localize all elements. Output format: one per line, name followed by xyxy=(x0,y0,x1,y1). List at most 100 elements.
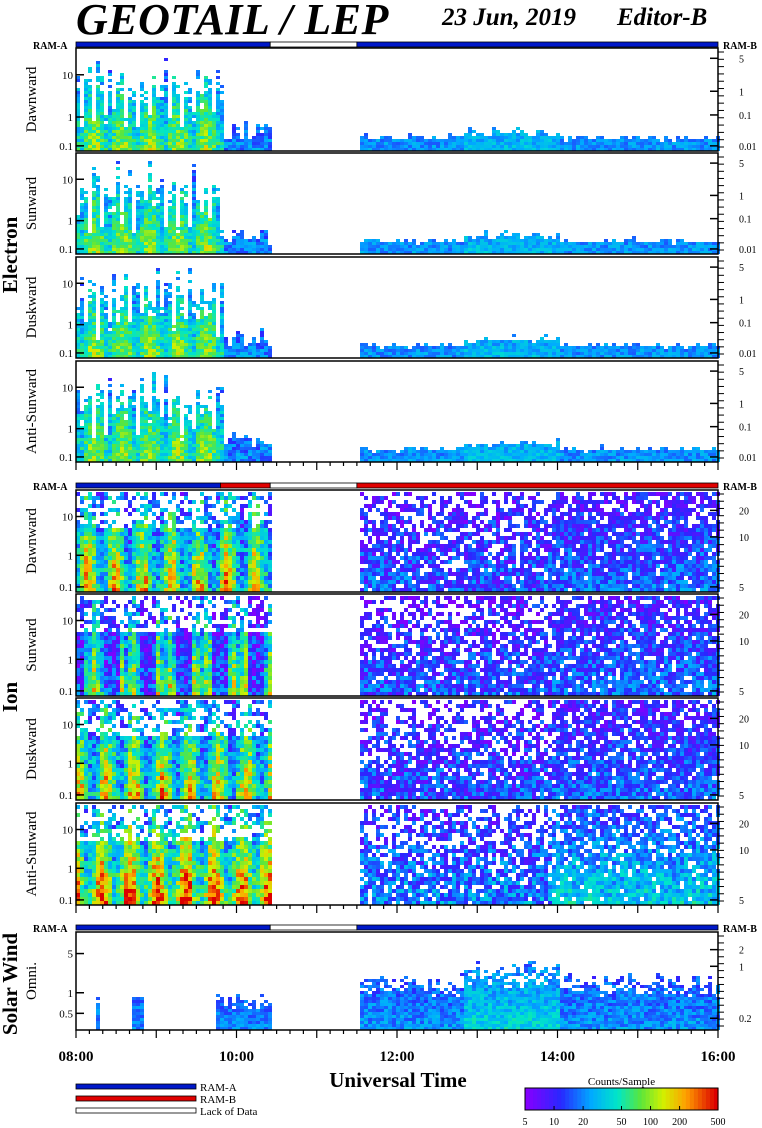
heatmap-cell xyxy=(488,136,492,139)
heatmap-cell xyxy=(420,242,424,245)
heatmap-cell xyxy=(136,200,140,203)
heatmap-cell xyxy=(640,145,644,148)
heatmap-cell xyxy=(156,429,160,432)
heatmap-cell xyxy=(108,417,112,420)
heatmap-cell xyxy=(368,142,372,145)
heatmap-cell xyxy=(576,346,580,349)
heatmap-cell xyxy=(148,456,152,459)
heatmap-cell xyxy=(648,450,652,453)
heatmap-cell xyxy=(220,426,224,429)
heatmap-cell xyxy=(220,340,224,343)
heatmap-cell xyxy=(152,414,156,417)
heatmap-cell xyxy=(124,352,128,355)
heatmap-cell xyxy=(588,456,592,459)
heatmap-cell xyxy=(152,236,156,239)
heatmap-cell xyxy=(124,133,128,136)
heatmap-cell xyxy=(188,130,192,133)
heatmap-cell xyxy=(232,230,236,233)
heatmap-cell xyxy=(536,139,540,142)
heatmap-cell xyxy=(148,423,152,426)
heatmap-cell xyxy=(504,248,508,251)
heatmap-cell xyxy=(392,352,396,355)
heatmap-cell xyxy=(476,352,480,355)
heatmap-cell xyxy=(128,408,132,411)
heatmap-cell xyxy=(676,456,680,459)
heatmap-cell xyxy=(116,411,120,414)
heatmap-cell xyxy=(92,173,96,176)
heatmap-cell xyxy=(140,133,144,136)
heatmap-cell xyxy=(128,88,132,91)
heatmap-cell xyxy=(204,145,208,148)
heatmap-cell xyxy=(140,414,144,417)
heatmap-cell xyxy=(260,139,264,142)
heatmap-cell xyxy=(164,73,168,76)
heatmap-cell xyxy=(416,346,420,349)
heatmap-cell xyxy=(112,212,116,215)
heatmap-cell xyxy=(680,447,684,450)
heatmap-cell xyxy=(212,136,216,139)
heatmap-cell xyxy=(124,325,128,328)
heatmap-cell xyxy=(180,133,184,136)
heatmap-cell xyxy=(120,298,124,301)
heatmap-cell xyxy=(120,453,124,456)
heatmap-cell xyxy=(136,215,140,218)
heatmap-cell xyxy=(488,447,492,450)
heatmap-cell xyxy=(204,112,208,115)
heatmap-cell xyxy=(540,337,544,340)
heatmap-cell xyxy=(176,236,180,239)
heatmap-cell xyxy=(132,453,136,456)
heatmap-cell xyxy=(216,112,220,115)
heatmap-cell xyxy=(368,349,372,352)
heatmap-cell xyxy=(88,313,92,316)
heatmap-cell xyxy=(204,82,208,85)
heatmap-cell xyxy=(188,233,192,236)
heatmap-cell xyxy=(140,224,144,227)
heatmap-cell xyxy=(100,236,104,239)
heatmap-cell xyxy=(580,352,584,355)
heatmap-cell xyxy=(136,310,140,313)
heatmap-cell xyxy=(132,100,136,103)
heatmap-cell xyxy=(156,319,160,322)
heatmap-cell xyxy=(100,432,104,435)
heatmap-cell xyxy=(364,346,368,349)
heatmap-cell xyxy=(268,346,272,349)
heatmap-cell xyxy=(192,188,196,191)
heatmap-cell xyxy=(452,349,456,352)
heatmap-cell xyxy=(152,307,156,310)
heatmap-cell xyxy=(436,242,440,245)
heatmap-cell xyxy=(160,426,164,429)
heatmap-cell xyxy=(196,218,200,221)
heatmap-cell xyxy=(128,328,132,331)
heatmap-cell xyxy=(648,242,652,245)
heatmap-cell xyxy=(156,423,160,426)
heatmap-cell xyxy=(144,420,148,423)
heatmap-cell xyxy=(80,188,84,191)
heatmap-cell xyxy=(220,346,224,349)
heatmap-cell xyxy=(172,91,176,94)
ram-segment xyxy=(270,483,357,488)
heatmap-cell xyxy=(416,450,420,453)
heatmap-cell xyxy=(84,414,88,417)
left-tick-label: 10 xyxy=(62,70,74,82)
heatmap-cell xyxy=(392,450,396,453)
heatmap-cell xyxy=(676,139,680,142)
heatmap-cell xyxy=(156,435,160,438)
heatmap-cell xyxy=(640,139,644,142)
heatmap-cell xyxy=(456,136,460,139)
heatmap-cell xyxy=(624,239,628,242)
heatmap-cell xyxy=(480,447,484,450)
heatmap-cell xyxy=(192,197,196,200)
heatmap-cell xyxy=(608,145,612,148)
heatmap-cell xyxy=(664,349,668,352)
heatmap-cell xyxy=(140,233,144,236)
heatmap-cell xyxy=(116,121,120,124)
heatmap-cell xyxy=(520,343,524,346)
heatmap-cell xyxy=(108,230,112,233)
heatmap-cell xyxy=(200,133,204,136)
heatmap-cell xyxy=(464,453,468,456)
heatmap-cell xyxy=(208,325,212,328)
heatmap-cell xyxy=(412,447,416,450)
heatmap-cell xyxy=(128,227,132,230)
heatmap-cell xyxy=(376,142,380,145)
heatmap-cell xyxy=(204,206,208,209)
